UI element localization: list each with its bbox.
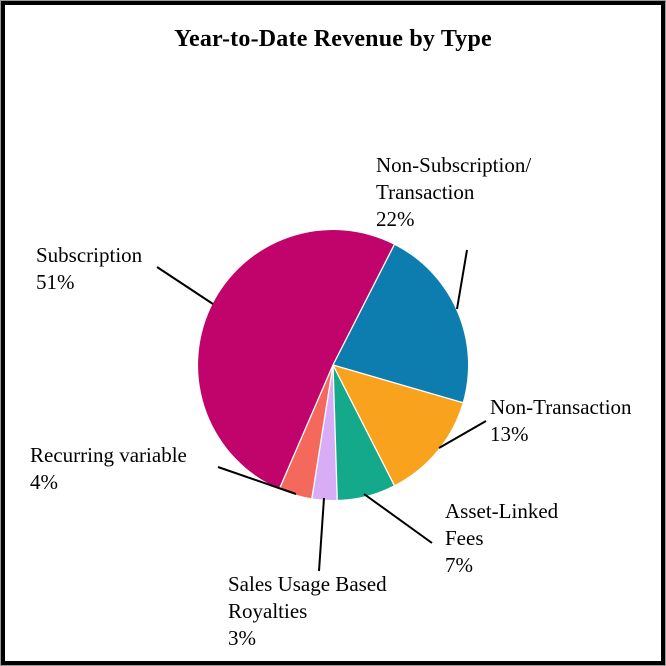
label-line: Subscription: [36, 243, 143, 267]
label-value: 22%: [376, 207, 415, 231]
slice-separator: [332, 364, 338, 500]
pie-slice-subscription: [198, 230, 395, 489]
label-line: Transaction: [376, 180, 475, 204]
leader-line-subscription: [156, 266, 214, 305]
label-non-transaction: Non-Transaction 13%: [490, 394, 632, 448]
label-sales-usage-based-royalties: Sales Usage Based Royalties 3%: [228, 571, 387, 652]
leader-line-recurring-variable: [217, 466, 297, 495]
pie-slice-recurring-variable: [279, 365, 333, 499]
slice-separator: [332, 364, 395, 486]
slice-separator: [278, 364, 334, 490]
label-line: Asset-Linked: [445, 499, 559, 523]
label-recurring-variable: Recurring variable 4%: [30, 442, 187, 496]
label-line: Non-Transaction: [490, 395, 632, 419]
label-line: Royalties: [228, 599, 308, 623]
slice-separator: [332, 244, 395, 366]
slice-separator: [311, 364, 334, 499]
pie-slice-non-subscription-transaction: [333, 244, 469, 403]
leader-line-sales-usage-based-royalties: [318, 497, 325, 572]
label-value: 7%: [445, 553, 473, 577]
label-value: 51%: [36, 270, 75, 294]
label-line: Sales Usage Based: [228, 572, 387, 596]
label-line: Fees: [445, 526, 484, 550]
leader-line-asset-linked-fees: [363, 493, 433, 544]
label-value: 13%: [490, 422, 529, 446]
label-value: 3%: [228, 626, 256, 650]
leader-line-non-subscription-transaction: [456, 249, 468, 310]
label-line: Non-Subscription/: [376, 153, 532, 177]
pie-slice-asset-linked-fees: [333, 365, 395, 500]
label-non-subscription-transaction: Non-Subscription/ Transaction 22%: [376, 152, 531, 233]
pie-slice-non-transaction: [333, 365, 463, 486]
leader-line-non-transaction: [438, 420, 487, 449]
label-asset-linked-fees: Asset-Linked Fees 7%: [445, 498, 558, 579]
pie-slice-sales-usage-based-royalties: [311, 365, 338, 500]
slice-separator: [332, 364, 463, 404]
label-value: 4%: [30, 470, 58, 494]
chart-title: Year-to-Date Revenue by Type: [174, 26, 492, 52]
label-line: Recurring variable: [30, 443, 187, 467]
label-subscription: Subscription 51%: [36, 242, 142, 296]
